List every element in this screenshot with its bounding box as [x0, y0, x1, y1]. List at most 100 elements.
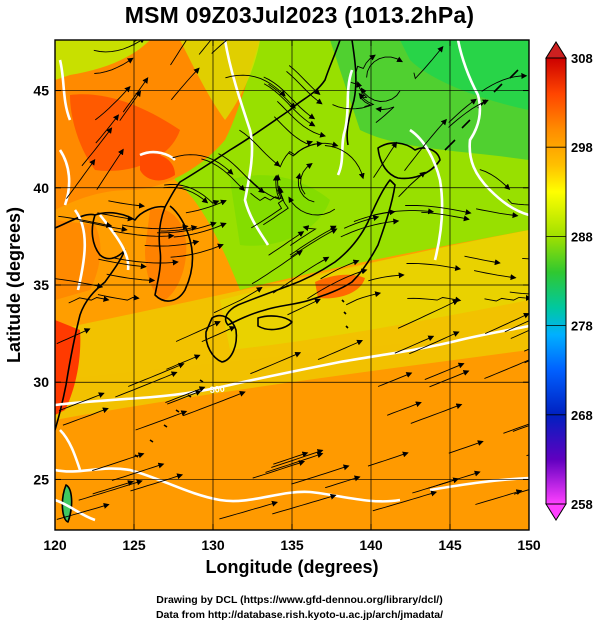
coast-sakhalin	[346, 40, 357, 146]
streamline	[163, 186, 209, 204]
streamline	[340, 218, 400, 238]
streamline	[135, 410, 188, 431]
colorbar-bar	[545, 57, 567, 505]
streamline	[368, 272, 405, 282]
streamline	[373, 208, 435, 216]
streamline	[95, 85, 131, 121]
colorbar-tick-label: 298	[571, 140, 593, 155]
streamline	[273, 451, 309, 465]
streamline	[512, 425, 529, 432]
streamline	[288, 65, 321, 95]
streamline	[211, 40, 228, 54]
streamline	[474, 270, 517, 281]
streamline	[56, 328, 91, 345]
streamline	[133, 40, 139, 42]
streamline	[398, 171, 426, 198]
streamline	[189, 40, 191, 41]
wind-streamlines	[55, 40, 529, 520]
streamline	[112, 257, 179, 266]
streamline	[68, 295, 110, 304]
streamline	[172, 154, 234, 175]
streamline	[409, 331, 460, 355]
streamline	[273, 116, 314, 147]
coast-honshu	[224, 179, 396, 326]
streamline	[377, 372, 413, 387]
streamline	[375, 106, 395, 123]
x-tick-label: 130	[201, 537, 225, 553]
x-tick-label: 135	[280, 537, 304, 553]
y-tick-label: 45	[33, 83, 49, 99]
streamline	[263, 83, 316, 127]
colorbar-tick-label: 288	[571, 229, 593, 244]
streamline	[360, 87, 401, 102]
y-tick-label: 25	[33, 471, 49, 487]
streamline	[300, 163, 313, 195]
streamline	[424, 362, 465, 381]
coast-china	[55, 214, 126, 431]
x-tick-label: 145	[438, 537, 462, 553]
streamline	[96, 148, 124, 190]
streamline	[394, 335, 435, 354]
streamline	[387, 401, 422, 416]
streamline	[317, 339, 364, 361]
streamline	[115, 371, 178, 398]
credit-drawing: Drawing by DCL (https://www.gfd-dennou.o…	[156, 594, 443, 606]
streamline	[412, 477, 460, 494]
streamline	[119, 90, 142, 121]
coast-hokkaido	[377, 142, 441, 180]
streamline	[397, 299, 459, 329]
streamline	[344, 215, 380, 229]
streamline	[410, 403, 463, 424]
streamline	[164, 184, 220, 206]
streamline	[507, 198, 529, 206]
streamline	[406, 263, 462, 272]
streamline	[62, 407, 109, 426]
streamline	[128, 362, 185, 387]
streamline	[429, 370, 470, 388]
streamline	[290, 225, 317, 246]
streamline	[271, 449, 324, 468]
streamline	[510, 329, 529, 339]
streamline	[504, 320, 529, 333]
streamline	[503, 423, 529, 434]
streamline	[106, 273, 156, 284]
streamline	[287, 298, 321, 316]
streamline	[92, 452, 145, 472]
streamline	[346, 291, 382, 306]
streamline	[366, 56, 403, 78]
streamline	[509, 291, 529, 295]
streamline	[295, 172, 315, 203]
y-tick-label: 35	[33, 277, 49, 293]
streamline	[332, 92, 375, 110]
streamline	[252, 460, 306, 479]
streamline	[111, 462, 165, 481]
streamline	[367, 451, 409, 467]
streamline	[160, 225, 198, 232]
streamline	[182, 391, 246, 417]
streamline	[481, 72, 528, 92]
streamline	[479, 169, 511, 190]
streamline	[144, 239, 200, 247]
streamline	[249, 174, 281, 200]
streamline	[476, 208, 519, 219]
colorbar-tick-label: 268	[571, 408, 593, 423]
streamline	[290, 228, 338, 258]
streamline	[170, 40, 188, 66]
colorbar-bottom-arrow	[545, 503, 567, 521]
streamline	[484, 359, 529, 379]
contour-label: 300	[209, 383, 225, 395]
streamline	[92, 480, 134, 495]
streamline	[98, 258, 147, 270]
y-tick-label: 30	[33, 374, 49, 390]
x-tick-label: 125	[122, 537, 146, 553]
streamline	[291, 464, 350, 485]
streamline	[251, 250, 303, 285]
streamline	[58, 215, 113, 228]
streamline	[464, 255, 501, 266]
streamline	[56, 503, 110, 520]
coast-kyushu	[205, 314, 238, 363]
streamline	[198, 40, 212, 55]
streamline	[350, 54, 376, 85]
streamline	[173, 222, 227, 238]
